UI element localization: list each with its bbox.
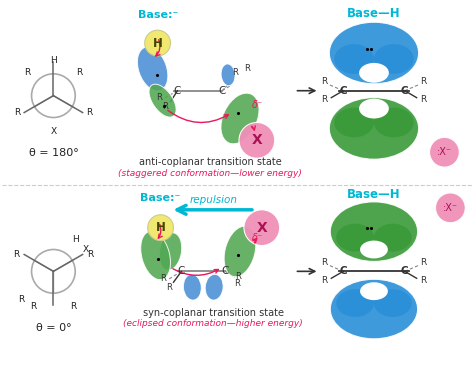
Text: C: C — [401, 86, 409, 96]
Text: H: H — [50, 56, 57, 65]
Text: δ⁻: δ⁻ — [252, 100, 264, 110]
Text: R: R — [76, 68, 82, 77]
Text: X: X — [252, 133, 262, 147]
Ellipse shape — [329, 98, 419, 159]
Text: Base:⁻: Base:⁻ — [138, 10, 179, 20]
Text: R: R — [321, 276, 328, 285]
Ellipse shape — [336, 289, 374, 317]
Text: C: C — [339, 266, 347, 276]
Ellipse shape — [429, 137, 459, 167]
Ellipse shape — [360, 282, 388, 300]
Ellipse shape — [374, 224, 412, 252]
Text: R: R — [244, 64, 250, 73]
Text: R: R — [15, 108, 21, 117]
Text: H: H — [72, 235, 79, 244]
Text: R: R — [235, 272, 241, 281]
Text: C: C — [174, 86, 181, 96]
Text: H: H — [153, 37, 163, 49]
Ellipse shape — [330, 202, 418, 261]
Ellipse shape — [359, 63, 389, 83]
Text: Base:⁻: Base:⁻ — [140, 193, 181, 203]
Ellipse shape — [183, 274, 201, 300]
Text: R: R — [420, 258, 427, 267]
Text: δ⁻: δ⁻ — [252, 232, 264, 242]
Text: R: R — [70, 301, 76, 311]
Text: Base—H: Base—H — [347, 189, 401, 201]
Text: R: R — [18, 294, 25, 304]
Text: R: R — [155, 93, 162, 102]
Text: X: X — [83, 245, 89, 254]
Text: C: C — [221, 266, 229, 276]
Ellipse shape — [224, 226, 256, 277]
Text: Base—H: Base—H — [347, 7, 401, 20]
Text: R: R — [321, 77, 328, 86]
Text: θ = 180°: θ = 180° — [28, 148, 78, 158]
Text: H: H — [155, 221, 165, 234]
Ellipse shape — [359, 99, 389, 118]
Text: C: C — [178, 266, 185, 276]
Text: R: R — [87, 250, 93, 259]
Text: R: R — [161, 274, 166, 283]
Text: R: R — [232, 68, 238, 77]
Text: R: R — [14, 250, 20, 259]
Ellipse shape — [148, 215, 173, 241]
Text: θ = 0°: θ = 0° — [36, 323, 71, 333]
Text: R: R — [163, 102, 168, 111]
Ellipse shape — [137, 47, 168, 91]
Ellipse shape — [336, 224, 374, 252]
Ellipse shape — [149, 84, 176, 117]
Text: anti-coplanar transition state: anti-coplanar transition state — [139, 157, 282, 167]
Ellipse shape — [221, 64, 235, 86]
Text: R: R — [321, 258, 328, 267]
Ellipse shape — [334, 108, 374, 137]
Text: :X⁻: :X⁻ — [437, 147, 452, 157]
Text: repulsion: repulsion — [189, 195, 237, 205]
Text: :X⁻: :X⁻ — [443, 203, 458, 213]
Ellipse shape — [244, 210, 280, 245]
Text: R: R — [420, 276, 427, 285]
Ellipse shape — [239, 123, 275, 158]
Text: (eclipsed conformation—higher energy): (eclipsed conformation—higher energy) — [123, 320, 303, 328]
Ellipse shape — [145, 30, 171, 56]
Text: X: X — [50, 127, 56, 136]
Text: R: R — [86, 108, 92, 117]
Text: R: R — [321, 95, 328, 104]
Ellipse shape — [374, 108, 414, 137]
Ellipse shape — [141, 231, 171, 280]
Ellipse shape — [374, 44, 414, 74]
Text: R: R — [25, 68, 31, 77]
Ellipse shape — [360, 241, 388, 258]
Ellipse shape — [329, 22, 419, 84]
Text: C: C — [219, 86, 226, 96]
Ellipse shape — [221, 93, 259, 144]
Text: R: R — [420, 77, 427, 86]
Text: R: R — [234, 279, 240, 288]
Text: R: R — [30, 301, 36, 311]
Text: C: C — [339, 86, 347, 96]
Text: syn-coplanar transition state: syn-coplanar transition state — [143, 308, 283, 318]
Ellipse shape — [374, 289, 412, 317]
Text: R: R — [420, 95, 427, 104]
Ellipse shape — [159, 233, 182, 270]
Ellipse shape — [330, 279, 418, 339]
Text: X: X — [256, 221, 267, 235]
Ellipse shape — [205, 274, 223, 300]
Text: (staggered conformation—lower energy): (staggered conformation—lower energy) — [118, 169, 302, 177]
Ellipse shape — [436, 193, 465, 223]
Ellipse shape — [334, 44, 374, 74]
Text: R: R — [166, 283, 173, 292]
Text: C: C — [401, 266, 409, 276]
